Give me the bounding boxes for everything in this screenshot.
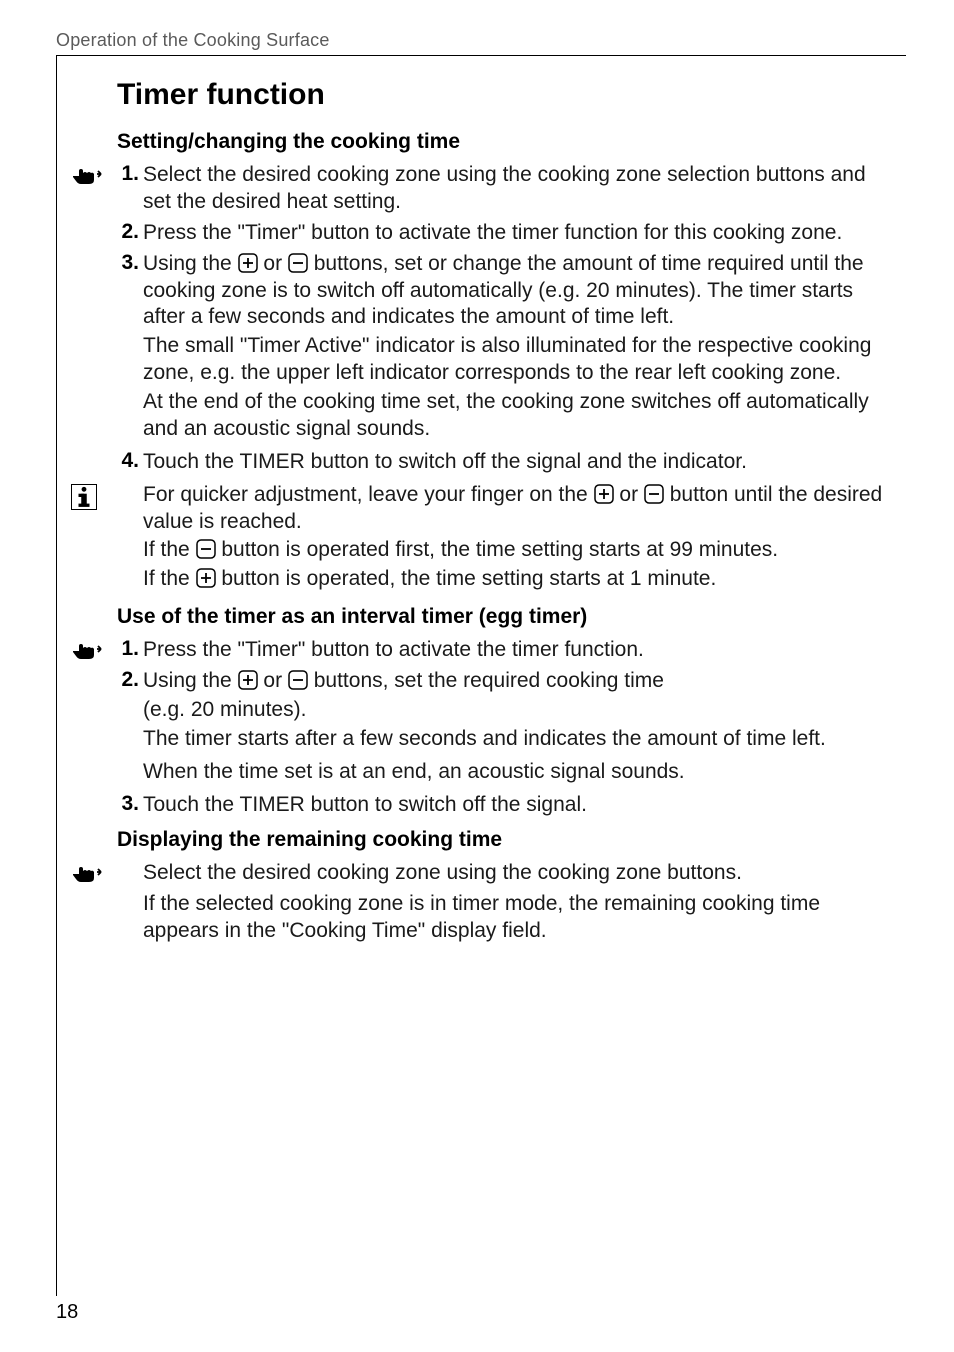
- step-row: 2. Using the or buttons, set the require…: [57, 668, 896, 788]
- section3-heading: Displaying the remaining cooking time: [117, 828, 896, 852]
- minus-icon: [644, 484, 664, 504]
- step-number: 2.: [117, 220, 143, 244]
- hand-pointer-icon: [57, 162, 117, 187]
- step-text: Using the or buttons, set or change the …: [143, 251, 896, 445]
- step-row: 4. Touch the TIMER button to switch off …: [57, 449, 896, 476]
- step-row: 1. Select the desired cooking zone using…: [57, 162, 896, 216]
- step-row: 1. Press the "Timer" button to activate …: [57, 637, 896, 664]
- page-number: 18: [56, 1301, 78, 1324]
- body-row: If the selected cooking zone is in timer…: [57, 891, 896, 945]
- body-row: Select the desired cooking zone using th…: [57, 860, 896, 887]
- text-fragment: If the: [143, 567, 196, 590]
- page-title: Timer function: [117, 78, 896, 112]
- step-paragraph: At the end of the cooking time set, the …: [143, 389, 896, 443]
- plus-icon: [238, 253, 258, 273]
- step-paragraph: The timer starts after a few seconds and…: [143, 726, 896, 753]
- step-row: 2. Press the "Timer" button to activate …: [57, 220, 896, 247]
- body-text: If the selected cooking zone is in timer…: [143, 891, 896, 945]
- plus-icon: [238, 670, 258, 690]
- step-row: 3. Using the or buttons, set or change t…: [57, 251, 896, 445]
- text-fragment: Using the: [143, 252, 238, 275]
- step-paragraph: (e.g. 20 minutes).: [143, 697, 896, 724]
- text-fragment: button is operated, the time setting sta…: [216, 567, 717, 590]
- section2-heading: Use of the timer as an interval timer (e…: [117, 605, 896, 629]
- step-text: Touch the TIMER button to switch off the…: [143, 792, 896, 819]
- minus-icon: [196, 539, 216, 559]
- text-fragment: or: [258, 669, 288, 692]
- hand-pointer-icon: [57, 637, 117, 662]
- info-text: For quicker adjustment, leave your finge…: [143, 482, 896, 596]
- plus-icon: [196, 568, 216, 588]
- step-text: Press the "Timer" button to activate the…: [143, 220, 896, 247]
- step-text: Using the or buttons, set the required c…: [143, 668, 896, 788]
- step-number: 2.: [117, 668, 143, 692]
- step-text: Press the "Timer" button to activate the…: [143, 637, 896, 664]
- running-header: Operation of the Cooking Surface: [56, 30, 906, 51]
- text-fragment: button is operated first, the time setti…: [216, 538, 779, 561]
- step-number: 3.: [117, 792, 143, 816]
- text-fragment: If the: [143, 538, 196, 561]
- step-number: 1.: [117, 637, 143, 661]
- text-fragment: Using the: [143, 669, 238, 692]
- step-paragraph: When the time set is at an end, an acous…: [143, 759, 896, 786]
- hand-pointer-icon: [57, 860, 117, 885]
- text-fragment: or: [614, 483, 644, 506]
- minus-icon: [288, 670, 308, 690]
- text-fragment: or: [258, 252, 288, 275]
- plus-icon: [594, 484, 614, 504]
- text-fragment: For quicker adjustment, leave your finge…: [143, 483, 594, 506]
- step-number: 4.: [117, 449, 143, 473]
- step-text: Select the desired cooking zone using th…: [143, 162, 896, 216]
- text-fragment: buttons, set the required cooking time: [308, 669, 664, 692]
- step-text: Touch the TIMER button to switch off the…: [143, 449, 896, 476]
- section1-heading: Setting/changing the cooking time: [117, 130, 896, 154]
- content-frame: Timer function Setting/changing the cook…: [56, 56, 906, 1296]
- step-number: 3.: [117, 251, 143, 275]
- info-row: For quicker adjustment, leave your finge…: [57, 482, 896, 596]
- step-number: 1.: [117, 162, 143, 186]
- step-paragraph: The small "Timer Active" indicator is al…: [143, 333, 896, 387]
- step-row: 3. Touch the TIMER button to switch off …: [57, 792, 896, 819]
- info-icon: [57, 482, 117, 510]
- minus-icon: [288, 253, 308, 273]
- body-text: Select the desired cooking zone using th…: [143, 860, 896, 887]
